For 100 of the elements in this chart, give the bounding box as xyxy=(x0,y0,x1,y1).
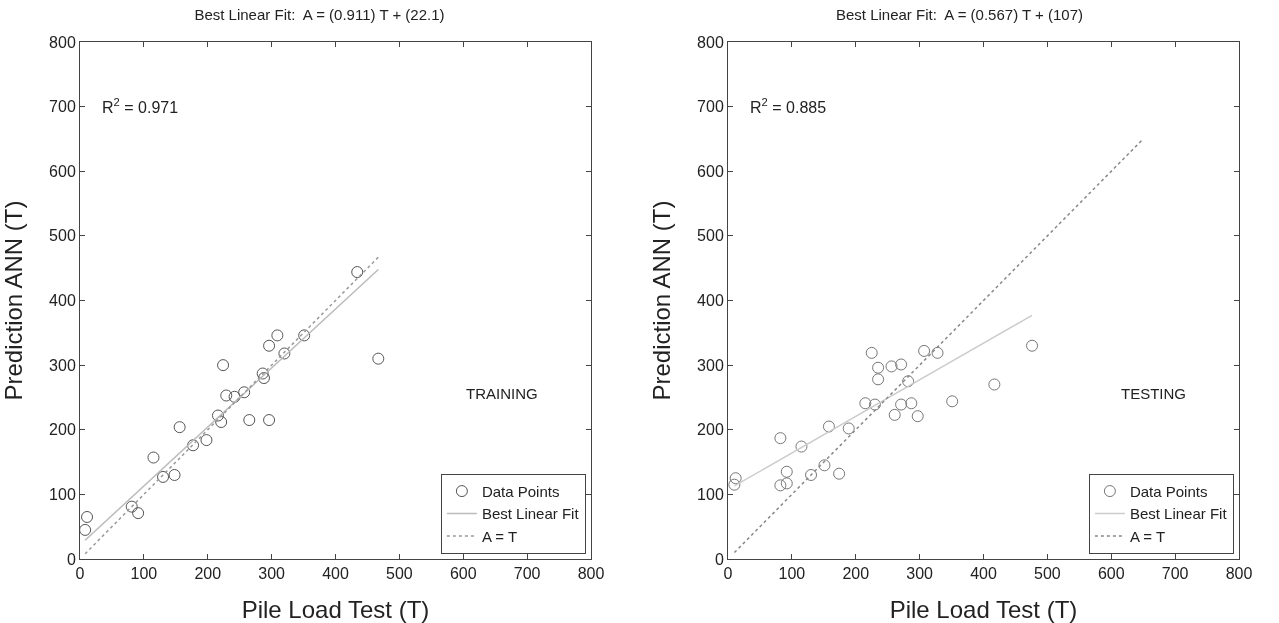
y-tick-label: 600 xyxy=(49,162,76,180)
point xyxy=(729,472,742,485)
x-tick-label: 500 xyxy=(386,565,413,583)
point xyxy=(187,439,200,452)
point xyxy=(173,421,186,434)
y-tick-label: 500 xyxy=(697,227,724,245)
point xyxy=(818,459,831,472)
point xyxy=(842,422,855,435)
annotation: TESTING xyxy=(1121,385,1187,402)
x-tick-label: 800 xyxy=(577,565,605,583)
point xyxy=(211,409,224,422)
point xyxy=(872,361,885,374)
point xyxy=(931,346,944,359)
point xyxy=(888,408,901,421)
legend-label: A = T xyxy=(481,527,518,545)
point xyxy=(728,478,741,491)
x-tick-label: 800 xyxy=(1225,565,1253,583)
chart-title: Best Linear Fit: A = (0.567) T + (107) xyxy=(835,5,1084,23)
y-tick-label: 700 xyxy=(49,98,76,116)
point xyxy=(774,432,787,445)
point xyxy=(263,414,276,427)
y-axis-title: Prediction ANN (T) xyxy=(0,200,27,401)
x-axis-title: Pile Load Test (T) xyxy=(889,596,1078,623)
point xyxy=(1026,339,1039,352)
y-tick-label: 500 xyxy=(49,227,76,245)
x-tick-label: 400 xyxy=(322,565,349,583)
y-tick-label: 200 xyxy=(697,421,724,439)
y-tick-label: 700 xyxy=(697,98,724,116)
legend-label: Best Linear Fit xyxy=(481,505,580,523)
point xyxy=(833,467,846,480)
point xyxy=(238,386,251,399)
point xyxy=(780,477,793,490)
legend-label: Data Points xyxy=(1129,482,1208,500)
point xyxy=(200,434,213,447)
point xyxy=(228,390,241,403)
x-tick-label: 500 xyxy=(1034,565,1061,583)
y-axis-title: Prediction ANN (T) xyxy=(648,200,675,401)
x-tick-label: 100 xyxy=(130,565,158,583)
x-tick-label: 200 xyxy=(194,565,222,583)
point xyxy=(351,266,364,279)
x-tick-label: 200 xyxy=(842,565,870,583)
y-tick-label: 100 xyxy=(49,485,76,503)
legend-label: Data Points xyxy=(481,482,560,500)
point xyxy=(168,468,181,481)
point xyxy=(256,367,269,380)
point xyxy=(298,329,311,342)
x-tick-label: 300 xyxy=(258,565,286,583)
annotation: R$^{2}$ = 0.885 xyxy=(750,96,827,116)
x-axis-title: Pile Load Test (T) xyxy=(241,596,430,623)
point xyxy=(946,395,959,408)
point xyxy=(81,510,94,523)
point xyxy=(220,389,233,402)
y-tick-label: 300 xyxy=(697,356,724,374)
x-tick-label: 100 xyxy=(778,565,806,583)
point xyxy=(902,375,915,388)
y-tick-label: 800 xyxy=(49,33,76,51)
x-tick-label: 600 xyxy=(1097,565,1125,583)
y-tick-label: 400 xyxy=(49,292,76,310)
point xyxy=(125,500,138,513)
annotation: TRAINING xyxy=(466,385,538,402)
x-tick-label: 400 xyxy=(970,565,997,583)
y-tick-label: 100 xyxy=(697,485,724,503)
point xyxy=(865,346,878,359)
legend-label: Best Linear Fit xyxy=(1129,505,1228,523)
point xyxy=(918,344,931,357)
y-tick-label: 800 xyxy=(697,33,724,51)
point xyxy=(774,479,787,492)
point xyxy=(263,339,276,352)
y-tick-label: 400 xyxy=(697,292,724,310)
point xyxy=(278,347,291,360)
point xyxy=(895,358,908,371)
point xyxy=(271,329,284,342)
point xyxy=(895,398,908,411)
legend-label: A = T xyxy=(1129,527,1166,545)
point xyxy=(822,420,835,433)
point xyxy=(859,397,872,410)
point xyxy=(257,372,270,385)
point xyxy=(872,373,885,386)
point xyxy=(795,440,808,453)
y-tick-label: 600 xyxy=(697,162,724,180)
point xyxy=(157,470,170,483)
y-tick-label: 0 xyxy=(714,550,724,568)
point xyxy=(79,523,92,536)
point xyxy=(147,451,160,464)
point xyxy=(911,410,924,423)
y-tick-label: 300 xyxy=(49,356,76,374)
point xyxy=(868,398,881,411)
point xyxy=(805,468,818,481)
point xyxy=(905,397,918,410)
point xyxy=(132,507,145,520)
point xyxy=(780,465,793,478)
point xyxy=(885,360,898,373)
x-tick-label: 300 xyxy=(906,565,934,583)
point xyxy=(217,359,230,372)
chart-title: Best Linear Fit: A = (0.911) T + (22.1) xyxy=(194,5,445,23)
x-tick-label: 600 xyxy=(449,565,477,583)
point xyxy=(988,378,1001,391)
point xyxy=(243,414,256,427)
x-tick-label: 700 xyxy=(1161,565,1189,583)
y-tick-label: 0 xyxy=(66,550,76,568)
